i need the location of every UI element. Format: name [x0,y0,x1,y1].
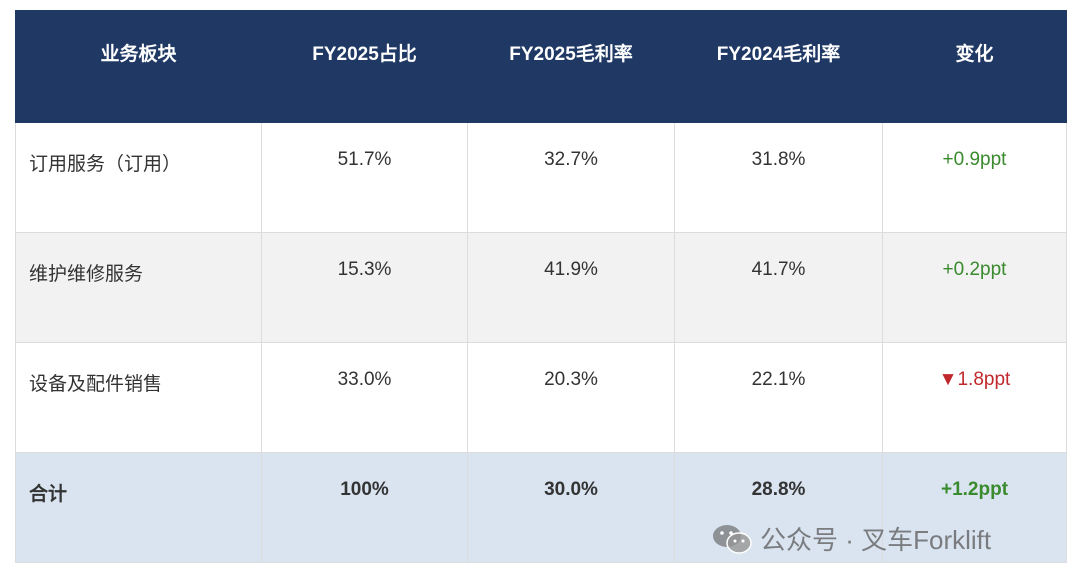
cell: 100% [261,452,468,563]
gross-margin-table: 业务板块 FY2025占比 FY2025毛利率 FY2024毛利率 变化 订用服… [15,10,1067,563]
cell: 28.8% [674,452,883,563]
cell: 32.7% [467,122,675,233]
watermark-text: 公众号 · 叉车Forklift [760,525,992,555]
change-cell: +0.2ppt [882,232,1067,343]
cell: 订用服务（订用） [15,122,262,233]
cell: 22.1% [674,342,883,453]
header-row: 业务板块 FY2025占比 FY2025毛利率 FY2024毛利率 变化 [15,10,1067,123]
cell: 31.8% [674,122,883,233]
cell: 41.7% [674,232,883,343]
cell: 51.7% [261,122,468,233]
row: 维护维修服务 15.3% 41.9% 41.7% +0.2ppt [15,232,1067,343]
cell: 维护维修服务 [15,232,262,343]
total-row: 合计 100% 30.0% 28.8% +1.2ppt [15,452,1067,563]
cell: 设备及配件销售 [15,342,262,453]
header-cell: FY2024毛利率 [674,10,883,123]
watermark: 公众号 · 叉车Forklift [712,520,991,557]
header-cell: 变化 [882,10,1067,123]
row: 订用服务（订用） 51.7% 32.7% 31.8% +0.9ppt [15,122,1067,233]
change-cell: ▼1.8ppt [882,342,1067,453]
cell: 合计 [15,452,262,563]
header-cell: 业务板块 [15,10,262,123]
cell: 15.3% [261,232,468,343]
header-cell: FY2025占比 [261,10,468,123]
wechat-icon [713,524,752,554]
change-cell: +1.2ppt [882,452,1067,563]
change-cell: +0.9ppt [882,122,1067,233]
row: 设备及配件销售 33.0% 20.3% 22.1% ▼1.8ppt [15,342,1067,453]
header-cell: FY2025毛利率 [467,10,675,123]
cell: 41.9% [467,232,675,343]
cell: 20.3% [467,342,675,453]
cell: 33.0% [261,342,468,453]
cell: 30.0% [467,452,675,563]
